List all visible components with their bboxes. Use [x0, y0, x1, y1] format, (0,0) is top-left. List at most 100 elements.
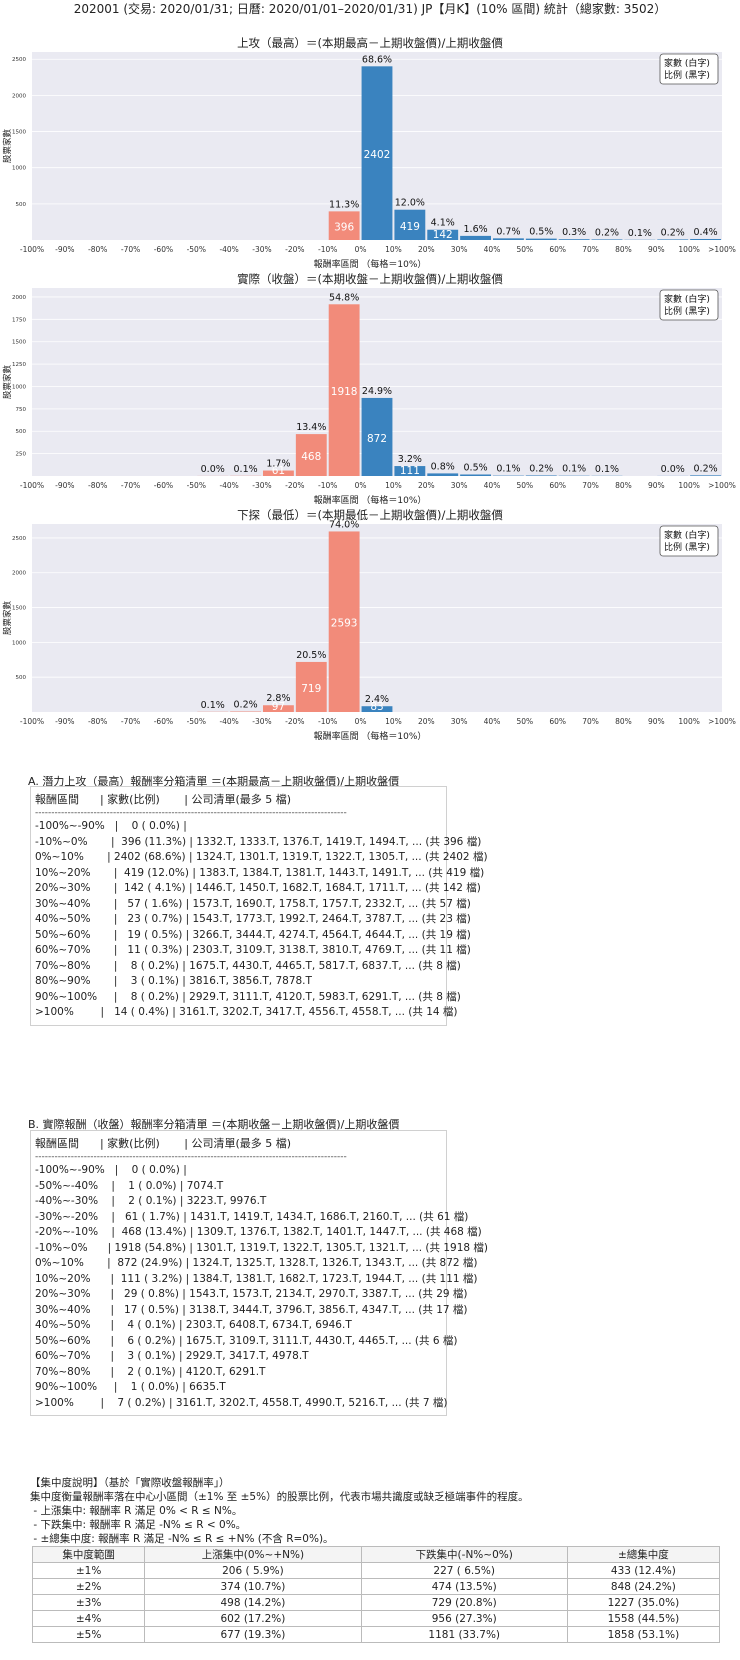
section-b-title: B. 實際報酬（收盤）報酬率分箱清單 ＝(本期收盤－上期收盤價)/上期收盤價: [28, 1118, 400, 1131]
section-b-table: 報酬區間 | 家數(比例) | 公司清單(最多 5 檔) -----------…: [30, 1130, 488, 1416]
table-cell: 474 (13.5%): [360, 1578, 568, 1595]
chart-actual-close: 實際（收盤）＝(本期收盤－上期收盤價)/上期收盤價 250 500 750 1000 12…: [2, 272, 736, 505]
x-tick-label: 70%: [582, 481, 599, 490]
y-tick-label: 1000: [12, 166, 26, 172]
x-tick-label: -10%: [318, 481, 337, 490]
y-axis-label: 股票家數: [2, 129, 13, 164]
bar-pct-label: 2.8%: [266, 693, 290, 704]
bar: [427, 229, 459, 240]
section_b-list-item: -30%~-20% | 61 ( 1.7%) | 1431.T, 1419.T,…: [35, 1210, 469, 1223]
y-tick-label: 500: [16, 202, 27, 208]
x-tick-label: 100%: [678, 717, 699, 726]
bar-count-label: 2402: [364, 149, 391, 161]
x-tick-label: 70%: [582, 245, 599, 254]
table-row: ±5% 677 (19.3%) 1181 (33.7%) 1858 (53.1%): [31, 1626, 721, 1643]
bar-pct-label: 4.1%: [431, 218, 455, 229]
x-tick-label: -30%: [252, 245, 271, 254]
concentration-line: - ±總集中度: 報酬率 R 滿足 -N% ≤ R ≤ +N% (不含 R=0%…: [30, 1533, 334, 1545]
bar-count-label: 111: [400, 465, 420, 477]
y-tick-label: 1750: [12, 317, 26, 323]
bar: [295, 434, 327, 476]
section_a-list-item: 20%~30% | 142 ( 4.1%) | 1446.T, 1450.T, …: [35, 882, 481, 894]
section-a-table: 報酬區間 | 家數(比例) | 公司清單(最多 5 檔) -----------…: [30, 786, 488, 1026]
bar-pct-label: 0.1%: [562, 464, 586, 475]
section_a-list-item: 70%~80% | 8 ( 0.2%) | 1675.T, 4430.T, 44…: [35, 959, 461, 972]
bar-pct-label: 68.6%: [362, 54, 392, 65]
legend-entry: 家數 (白字): [664, 57, 710, 69]
x-axis-label: 報酬率區間 （每格＝10%）: [314, 494, 427, 505]
x-tick-label: -40%: [219, 481, 238, 490]
legend-box: [659, 53, 719, 85]
bar-pct-label: 0.5%: [464, 462, 488, 473]
bar-pct-label: 13.4%: [296, 422, 326, 433]
bar: [427, 473, 459, 476]
table-row: ±1% 206 ( 5.9%) 227 ( 6.5%) 433 (12.4%): [31, 1562, 721, 1579]
x-axis-label: 報酬率區間 （每格＝10%）: [314, 730, 427, 741]
bar-pct-label: 11.3%: [329, 199, 359, 210]
x-tick-label: 40%: [484, 245, 501, 254]
x-tick-label: -80%: [88, 717, 107, 726]
x-tick-label: -80%: [88, 481, 107, 490]
bar-pct-label: 0.1%: [234, 464, 258, 475]
legend-entry: 家數 (白字): [664, 293, 710, 305]
bar: [328, 304, 360, 476]
section-b-header: 報酬區間 | 家數(比例) | 公司清單(最多 5 檔): [35, 1137, 292, 1150]
y-tick-label: 2000: [12, 295, 26, 301]
bar: [361, 66, 393, 240]
bar-count-label: 719: [301, 683, 321, 695]
bar: [591, 239, 623, 240]
bar: [295, 661, 327, 712]
bar-pct-label: 0.8%: [431, 461, 455, 472]
bar-pct-label: 0.1%: [496, 464, 520, 475]
table-cell: 677 (19.3%): [144, 1626, 362, 1643]
x-tick-label: 50%: [517, 717, 534, 726]
bar: [525, 475, 557, 476]
x-tick-label: -60%: [154, 481, 173, 490]
y-tick-label: 500: [16, 675, 27, 681]
bar-pct-label: 74.0%: [329, 519, 359, 530]
x-tick-label: 90%: [648, 481, 665, 490]
table-cell: 206 ( 5.9%): [144, 1562, 362, 1579]
section_b-list-item: 10%~20% | 111 ( 3.2%) | 1384.T, 1381.T, …: [35, 1272, 478, 1285]
bar-pct-label: 0.1%: [201, 700, 225, 711]
x-tick-label: -40%: [219, 245, 238, 254]
section_b-list-item: 60%~70% | 3 ( 0.1%) | 2929.T, 3417.T, 49…: [35, 1350, 309, 1362]
bar-pct-label: 0.2%: [529, 463, 553, 474]
bar: [328, 531, 360, 712]
table-cell: 374 (10.7%): [144, 1578, 362, 1595]
legend-entry: 比例 (黑字): [664, 541, 710, 553]
bar: [460, 235, 491, 240]
x-tick-label: 100%: [678, 245, 699, 254]
x-tick-label: >100%: [708, 245, 736, 254]
x-tick-label: 10%: [385, 245, 402, 254]
x-tick-label: -60%: [154, 717, 173, 726]
x-axis-label: 報酬率區間 （每格＝10%）: [314, 258, 427, 269]
section_b-list-item: 50%~60% | 6 ( 0.2%) | 1675.T, 3109.T, 31…: [35, 1334, 458, 1347]
table-cell: 848 (24.2%): [566, 1578, 721, 1595]
bar: [460, 474, 491, 476]
x-tick-label: 50%: [517, 245, 534, 254]
table-cell: ±4%: [31, 1610, 146, 1627]
bar-count-label: 419: [400, 221, 420, 233]
bar-count-label: 872: [367, 433, 387, 445]
bar-pct-label: 1.7%: [266, 459, 290, 470]
y-tick-label: 1500: [12, 606, 26, 612]
concentration-line: - 上漲集中: 報酬率 R 滿足 0% < R ≤ N%。: [30, 1505, 243, 1517]
chart-title: 實際（收盤）＝(本期收盤－上期收盤價)/上期收盤價: [237, 272, 503, 286]
section_b-list-item: -40%~-30% | 2 ( 0.1%) | 3223.T, 9976.T: [35, 1195, 267, 1207]
bar-pct-label: 1.6%: [464, 224, 488, 235]
table-cell: ±5%: [31, 1626, 146, 1643]
bar-pct-label: 0.1%: [628, 228, 652, 239]
bar: [361, 706, 393, 712]
bar-count-label: 97: [272, 701, 285, 713]
bar-pct-label: 24.9%: [362, 386, 392, 397]
table-cell: 1558 (44.5%): [566, 1610, 721, 1627]
concentration-heading: 【集中度說明】（基於「實際收盤報酬率」）: [30, 1477, 230, 1489]
concentration-line: 集中度衡量報酬率落在中心小區間（±1% 至 ±5%）的股票比例，代表市場共識度或…: [30, 1491, 529, 1503]
x-tick-label: -50%: [187, 717, 206, 726]
page-title: 202001 (交易: 2020/01/31; 日曆: 2020/01/01–2…: [73, 2, 667, 16]
x-tick-label: 0%: [355, 245, 367, 254]
chart-downside-low: 下探（最低）＝(本期最低－上期收盤價)/上期收盤價 500 1000 1500 2000…: [2, 508, 736, 741]
x-tick-label: -90%: [55, 717, 74, 726]
x-tick-label: -60%: [154, 245, 173, 254]
